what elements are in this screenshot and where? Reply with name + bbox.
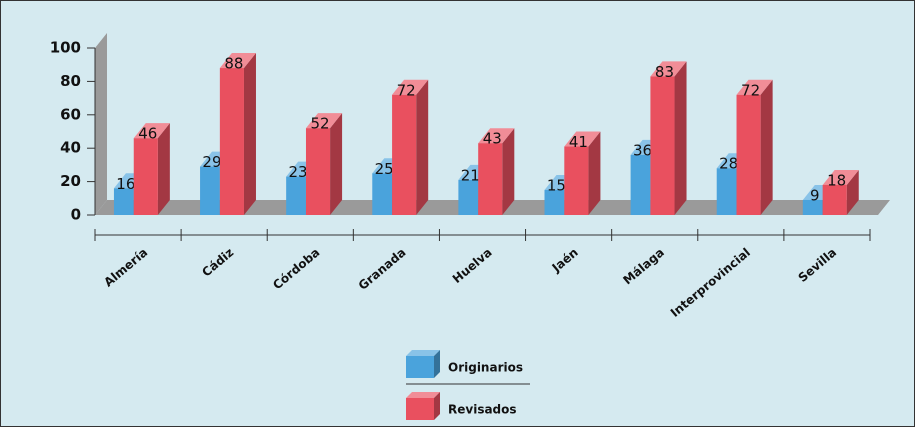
- value-label: 88: [224, 55, 243, 73]
- value-label: 83: [655, 63, 674, 81]
- bar-side: [502, 128, 515, 215]
- value-label: 72: [741, 81, 760, 99]
- legend-top: [406, 392, 440, 398]
- value-label: 36: [633, 141, 652, 159]
- bar: [305, 128, 331, 215]
- legend-swatch: [406, 356, 434, 378]
- bar-side: [846, 169, 859, 215]
- back-wall: [95, 33, 107, 215]
- bar: [544, 189, 565, 215]
- bar-side: [157, 123, 170, 215]
- y-tick-label: 100: [50, 39, 81, 57]
- y-tick-label: 40: [60, 139, 81, 157]
- bar-top: [564, 131, 601, 147]
- y-tick-label: 0: [71, 206, 81, 224]
- legend-side: [434, 350, 440, 378]
- legend-swatch: [406, 398, 434, 420]
- bar-top: [305, 113, 343, 129]
- bar: [736, 94, 761, 215]
- bar-top: [219, 53, 256, 69]
- y-tick-label: 80: [60, 72, 81, 90]
- value-label: 52: [310, 115, 329, 133]
- value-label: 29: [202, 153, 221, 171]
- bar-side: [674, 61, 687, 215]
- value-label: 28: [719, 155, 738, 173]
- y-tick-label: 20: [60, 172, 81, 190]
- bar: [200, 166, 220, 215]
- bar-side: [760, 79, 773, 215]
- bar: [113, 188, 134, 215]
- legend-top: [406, 350, 440, 356]
- bar: [716, 168, 737, 215]
- bar-side: [588, 131, 601, 215]
- bar-side: [243, 53, 256, 215]
- bar: [564, 146, 589, 215]
- bar: [822, 184, 847, 215]
- legend-label: Revisados: [448, 403, 517, 417]
- value-label: 46: [138, 125, 157, 143]
- bar: [458, 179, 479, 215]
- value-label: 72: [397, 81, 416, 99]
- bar-top: [650, 61, 687, 77]
- bar: [286, 176, 306, 215]
- legend-side: [434, 392, 440, 420]
- value-label: 16: [116, 175, 135, 193]
- bar: [219, 68, 244, 215]
- bar: [802, 199, 823, 215]
- value-label: 41: [569, 133, 588, 151]
- bar: [478, 143, 503, 215]
- bar-top: [478, 128, 515, 144]
- bar-top: [133, 123, 170, 139]
- bar-top: [736, 79, 773, 95]
- value-label: 9: [810, 186, 820, 204]
- bar: [392, 94, 417, 215]
- y-tick-label: 60: [60, 105, 81, 123]
- bar-top: [392, 79, 429, 95]
- value-label: 23: [289, 163, 308, 181]
- value-label: 43: [483, 130, 502, 148]
- bar-side: [416, 79, 429, 215]
- value-label: 15: [547, 176, 566, 194]
- legend-label: Originarios: [448, 361, 523, 375]
- bar-top: [822, 169, 859, 185]
- bar-side: [330, 113, 343, 215]
- bar: [630, 154, 651, 215]
- bar: [650, 76, 675, 215]
- bar: [372, 173, 393, 215]
- value-label: 18: [827, 171, 846, 189]
- bar: [133, 138, 158, 215]
- value-label: 25: [375, 160, 394, 178]
- value-label: 21: [461, 166, 480, 184]
